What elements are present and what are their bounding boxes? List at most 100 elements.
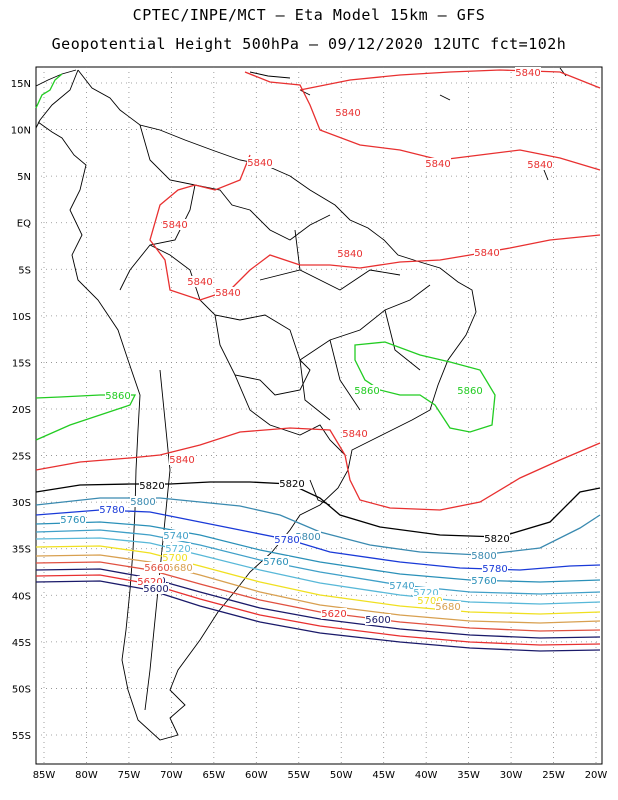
chart-title: CPTEC/INPE/MCT – Eta Model 15km – GFS <box>132 6 486 24</box>
chart-subtitle: Geopotential Height 500hPa – 09/12/2020 … <box>51 35 567 53</box>
lon-tick-label: 65W <box>203 770 226 781</box>
caribbean-islands <box>249 67 567 181</box>
contour-label-bg <box>162 552 188 563</box>
contours <box>35 69 601 652</box>
contour-label-bg <box>527 159 553 170</box>
contour-label: 5820 <box>279 479 304 490</box>
contour-label-bg <box>163 530 189 541</box>
lon-tick-label: 30W <box>500 770 523 781</box>
contour-5740 <box>35 529 601 595</box>
contour-label: 5800 <box>471 551 496 562</box>
lat-tick-label: 5S <box>18 265 31 276</box>
contour-label-bg <box>274 534 300 545</box>
contour-label: 5860 <box>105 391 130 402</box>
contour-5620 <box>35 574 601 646</box>
contour-label: 5740 <box>163 531 188 542</box>
contour-label-bg <box>247 157 273 168</box>
contour-label: 5720 <box>413 588 438 599</box>
border-peru-brazil <box>149 244 301 361</box>
lat-tick-label: 25S <box>12 452 31 463</box>
contour-5780 <box>35 509 601 571</box>
contour-label-bg <box>425 158 451 169</box>
contour-label-bg <box>474 247 500 258</box>
contour-label: 5840 <box>474 248 499 259</box>
contour-label: 5780 <box>482 564 507 575</box>
contour-label-bg <box>162 219 188 230</box>
contour-label-bg <box>515 67 541 78</box>
contour-label: 5620 <box>321 609 346 620</box>
border-brazil-north <box>119 184 331 291</box>
border-argentina-paraguay <box>234 374 346 456</box>
contour-label-bg <box>337 248 363 259</box>
lat-tick-label: 40S <box>12 591 31 602</box>
contour-5700 <box>35 545 601 615</box>
contour-5860-pacific <box>35 394 137 441</box>
contour-label: 5680 <box>167 563 192 574</box>
contour-label-bg <box>295 531 321 542</box>
contour-label: 5740 <box>389 581 414 592</box>
lat-tick-label: 50S <box>12 684 31 695</box>
contour-5680 <box>35 554 601 624</box>
contour-label-bg <box>215 287 241 298</box>
contour-label-bg <box>335 107 361 118</box>
contour-label-bg <box>354 385 380 396</box>
contour-label-bg <box>279 478 305 489</box>
contour-label-bg <box>417 595 443 606</box>
contour-label-bg <box>471 550 497 561</box>
lon-tick-label: 25W <box>542 770 565 781</box>
contour-label: 5760 <box>60 515 85 526</box>
lon-tick-label: 60W <box>245 770 268 781</box>
graticule <box>36 67 602 764</box>
contour-label-bg <box>105 390 131 401</box>
lon-tick-label: 35W <box>457 770 480 781</box>
lat-tick-label: 15N <box>11 79 31 90</box>
contour-5660 <box>35 561 601 632</box>
contour-label: 5600 <box>365 615 390 626</box>
contour-5840-north <box>244 71 601 171</box>
longitude-ticks: 85W 80W 75W 70W 65W 60W 55W 50W 45W 40W 35W 30W 25W 2… <box>33 770 608 781</box>
lat-tick-label: 30S <box>12 498 31 509</box>
contour-label-bg <box>484 533 510 544</box>
contour-label-bg <box>60 514 86 525</box>
contour-5840-south <box>35 427 601 511</box>
border-colombia-venezuela <box>139 124 251 211</box>
contour-label: 5760 <box>471 576 496 587</box>
contour-label: 5840 <box>335 108 360 119</box>
lon-tick-label: 45W <box>372 770 395 781</box>
contour-label: 5840 <box>527 160 552 171</box>
lat-tick-label: 10N <box>11 126 31 137</box>
contour-5760 <box>35 521 601 583</box>
contour-label: 5700 <box>417 596 442 607</box>
contour-5720 <box>35 537 601 605</box>
contour-label-bg <box>342 428 368 439</box>
contour-label: 5840 <box>187 277 212 288</box>
contour-label-bg <box>457 385 483 396</box>
coastlines-and-borders <box>35 67 567 741</box>
contour-label: 5820 <box>484 534 509 545</box>
contour-5840-caribbean <box>299 69 601 91</box>
lat-tick-label: EQ <box>17 219 31 230</box>
lon-tick-label: 70W <box>160 770 183 781</box>
lat-tick-label: 35S <box>12 545 31 556</box>
lon-tick-label: 55W <box>287 770 310 781</box>
contour-label-bg <box>413 587 439 598</box>
lon-tick-label: 40W <box>415 770 438 781</box>
contour-5640 <box>35 568 601 639</box>
contour-label: 5840 <box>425 159 450 170</box>
contour-label: 5860 <box>354 386 379 397</box>
lat-tick-label: 55S <box>12 731 31 742</box>
contour-label-bg <box>167 562 193 573</box>
lon-tick-label: 50W <box>330 770 353 781</box>
border-chile-argentina <box>144 369 171 711</box>
contour-label: 5820 <box>139 481 164 492</box>
contour-5840-amazon <box>149 154 301 301</box>
contour-label: 5680 <box>435 602 460 613</box>
contour-label: 5840 <box>169 455 194 466</box>
contour-label: 5620 <box>137 577 162 588</box>
contour-label: 5840 <box>337 249 362 260</box>
contour-label-bg <box>435 601 461 612</box>
lat-tick-label: 5N <box>17 172 31 183</box>
lat-tick-label: 10S <box>12 312 31 323</box>
latitude-ticks: 15N 10N 5N EQ 5S 10S 15S 20S 25S 30S 35S 40S 45S 50S 5… <box>11 79 31 742</box>
